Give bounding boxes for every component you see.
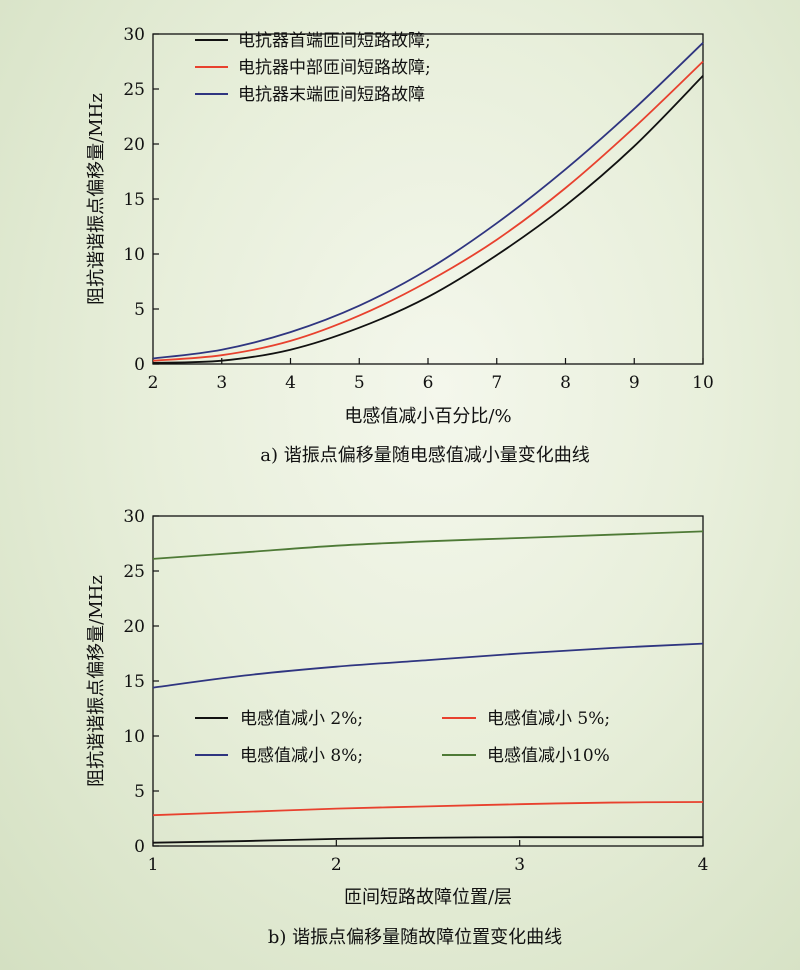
series-line-1 <box>152 75 704 364</box>
x-tick-label: 3 <box>216 373 227 393</box>
y-axis-label: 阻抗谐谐振点偏移量/MHz <box>86 575 107 787</box>
x-tick-label: 10 <box>692 373 714 393</box>
x-tick-label: 6 <box>423 373 434 393</box>
x-tick-label: 4 <box>698 855 709 875</box>
series-line-2 <box>152 801 704 817</box>
series-line-3 <box>152 42 704 360</box>
x-tick-label: 8 <box>560 373 571 393</box>
x-tick-label: 2 <box>331 855 342 875</box>
legend-label-3: 电感值减小 8%; <box>240 746 363 766</box>
legend-label-2: 电抗器中部匝间短路故障; <box>238 58 431 78</box>
chart-a-caption: a) 谐振点偏移量随电感值减小量变化曲线 <box>260 445 589 466</box>
y-tick-label: 30 <box>123 507 145 527</box>
x-tick-label: 5 <box>354 373 365 393</box>
legend-label-1: 电抗器首端匝间短路故障; <box>238 31 431 51</box>
y-tick-label: 15 <box>123 190 145 210</box>
x-tick-label: 9 <box>629 373 640 393</box>
plot-frame <box>152 515 704 847</box>
legend-label-3: 电抗器末端匝间短路故障 <box>238 85 425 105</box>
x-axis-label: 匝间短路故障位置/层 <box>344 887 512 908</box>
y-tick-label: 20 <box>123 135 145 155</box>
plot-frame <box>152 33 704 365</box>
series-line-1 <box>152 836 703 844</box>
y-axis-label: 阻抗谐谐振点偏移量/MHz <box>86 93 107 305</box>
legend-label-2: 电感值减小 5%; <box>487 709 610 729</box>
y-tick-label: 0 <box>134 355 145 375</box>
y-tick-label: 25 <box>123 562 145 582</box>
y-tick-label: 25 <box>123 80 145 100</box>
y-tick-label: 10 <box>123 245 145 265</box>
legend-label-1: 电感值减小 2%; <box>240 709 363 729</box>
x-tick-label: 7 <box>491 373 502 393</box>
legend-label-4: 电感值减小10% <box>487 746 610 766</box>
y-tick-label: 0 <box>134 837 145 857</box>
y-tick-label: 20 <box>123 617 145 637</box>
chart-panel-b: b) 谐振点偏移量随故障位置变化曲线 1 2 3 4 0 5 10 15 20 25 30 匝间短路故… <box>86 507 708 948</box>
chart-b-caption: b) 谐振点偏移量随故障位置变化曲线 <box>268 927 562 948</box>
x-tick-label: 2 <box>148 373 159 393</box>
y-tick-label: 30 <box>123 25 145 45</box>
series-line-3 <box>152 642 704 689</box>
y-tick-label: 10 <box>123 727 145 747</box>
chart-panel-a: a) 谐振点偏移量随电感值减小量变化曲线 2 3 4 5 6 7 8 9 10 0 5 10 15 20 2… <box>86 25 714 466</box>
y-tick-label: 15 <box>123 672 145 692</box>
series-line-4 <box>152 530 704 560</box>
y-tick-label: 5 <box>134 782 145 802</box>
series-line-2 <box>152 60 704 362</box>
y-tick-label: 5 <box>134 300 145 320</box>
x-axis-label: 电感值减小百分比/% <box>344 406 511 427</box>
x-tick-label: 1 <box>148 855 159 875</box>
x-tick-label: 3 <box>514 855 525 875</box>
x-tick-label: 4 <box>285 373 296 393</box>
